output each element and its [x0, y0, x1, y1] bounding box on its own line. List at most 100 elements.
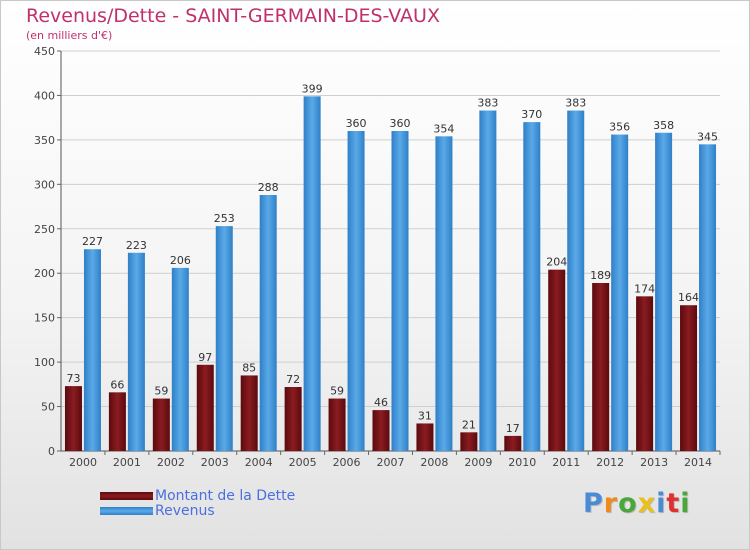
bar-dette [372, 410, 390, 451]
bar-dette [416, 423, 434, 451]
value-label-revenus: 358 [653, 119, 674, 132]
bar-revenus [127, 252, 145, 451]
bar-revenus [699, 144, 717, 452]
bar-dette [152, 398, 170, 451]
x-tick-label: 2006 [333, 456, 361, 469]
bar-dette [680, 305, 698, 451]
value-label-dette: 174 [634, 282, 655, 295]
x-tick-label: 2004 [245, 456, 273, 469]
bar-revenus [611, 134, 629, 452]
value-label-dette: 17 [506, 422, 520, 435]
bar-dette [196, 364, 214, 451]
axes: 0 50 100 150 200 250 300 350 400 450 2000 2001 2002 2… [34, 45, 721, 469]
value-label-dette: 21 [462, 418, 476, 431]
value-label-revenus: 227 [82, 235, 103, 248]
value-label-dette: 204 [546, 256, 567, 269]
x-tick-label: 2002 [157, 456, 185, 469]
bar-revenus [83, 249, 101, 451]
bars [64, 96, 717, 452]
bar-dette [284, 387, 302, 451]
x-tick-label: 2005 [289, 456, 317, 469]
y-tick-label: 0 [48, 445, 55, 458]
y-tick-label: 150 [34, 312, 55, 325]
legend-swatch-revenus [100, 507, 153, 515]
bar-dette [460, 432, 478, 451]
value-label-revenus: 370 [521, 108, 542, 121]
y-tick-label: 450 [34, 45, 55, 58]
legend-item-revenus: Revenus [100, 503, 215, 519]
value-label-dette: 66 [110, 378, 124, 391]
bar-revenus [391, 131, 409, 451]
bar-revenus [567, 110, 585, 452]
logo-letter: o [618, 488, 638, 519]
x-tick-label: 2012 [596, 456, 624, 469]
value-label-dette: 164 [678, 291, 699, 304]
proxiti-logo: Proxiti [583, 488, 691, 519]
logo-letter: r [603, 488, 619, 519]
x-tick-label: 2001 [113, 456, 141, 469]
y-tick-label: 400 [34, 89, 55, 102]
legend-label-dette: Montant de la Dette [155, 488, 296, 504]
bar-revenus [523, 122, 541, 451]
bar-dette [636, 296, 654, 451]
logo-letter: x [637, 488, 657, 519]
bar-revenus [303, 96, 321, 451]
bar-revenus [171, 267, 189, 451]
value-label-revenus: 288 [258, 181, 279, 194]
bar-revenus [259, 195, 277, 451]
logo-letter: t [666, 488, 681, 519]
bar-dette [64, 386, 82, 451]
value-label-dette: 97 [198, 351, 212, 364]
bar-revenus [655, 132, 673, 451]
value-label-revenus: 206 [170, 254, 191, 267]
value-label-revenus: 356 [609, 121, 630, 134]
x-tick-label: 2008 [420, 456, 448, 469]
value-label-dette: 31 [418, 409, 432, 422]
value-label-revenus: 345 [697, 130, 718, 143]
bar-revenus [479, 110, 497, 452]
x-tick-label: 2011 [552, 456, 580, 469]
bar-revenus [347, 131, 365, 451]
value-label-revenus: 383 [565, 97, 586, 110]
value-label-revenus: 223 [126, 239, 147, 252]
grid-lines [61, 50, 720, 408]
x-tick-label: 2009 [464, 456, 492, 469]
bar-dette [548, 269, 566, 451]
x-tick-label: 2013 [640, 456, 668, 469]
bar-revenus [215, 226, 233, 451]
x-tick-label: 2014 [684, 456, 712, 469]
y-tick-label: 350 [34, 134, 55, 147]
value-label-revenus: 360 [346, 117, 367, 130]
value-label-revenus: 253 [214, 212, 235, 225]
y-tick-label: 100 [34, 356, 55, 369]
bar-dette [108, 392, 126, 451]
value-label-revenus: 399 [302, 82, 323, 95]
legend-item-dette: Montant de la Dette [100, 488, 295, 504]
value-labels: 73 227 66 223 59 206 97 253 85 288 72 399 59 360 46 360… [66, 82, 718, 435]
value-label-dette: 85 [242, 361, 256, 374]
legend-swatch-dette [100, 492, 153, 500]
x-tick-label: 2010 [508, 456, 536, 469]
logo-letter: i [680, 488, 691, 519]
value-label-dette: 189 [590, 269, 611, 282]
value-label-dette: 59 [330, 385, 344, 398]
bar-dette [328, 398, 346, 451]
value-label-revenus: 354 [433, 122, 454, 135]
value-label-dette: 72 [286, 373, 300, 386]
value-label-dette: 46 [374, 396, 388, 409]
x-tick-label: 2000 [69, 456, 97, 469]
y-tick-label: 300 [34, 178, 55, 191]
y-tick-label: 200 [34, 267, 55, 280]
x-tick-label: 2007 [377, 456, 405, 469]
value-label-dette: 59 [154, 385, 168, 398]
bar-dette [504, 435, 522, 451]
bar-revenus [435, 136, 453, 452]
value-label-dette: 73 [66, 372, 80, 385]
value-label-revenus: 383 [477, 97, 498, 110]
x-tick-label: 2003 [201, 456, 229, 469]
bar-dette [240, 375, 258, 451]
chart-subtitle: (en milliers d'€) [26, 29, 113, 42]
y-tick-label: 50 [41, 401, 55, 414]
bar-dette [592, 283, 610, 451]
logo-letter: P [583, 488, 604, 519]
